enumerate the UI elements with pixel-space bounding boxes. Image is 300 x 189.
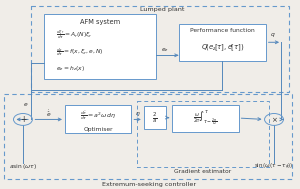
- Text: $e_z$: $e_z$: [160, 46, 169, 54]
- Text: $\sin\left(\omega\left(\tau-\tau_\phi\right)\right)$: $\sin\left(\omega\left(\tau-\tau_\phi\ri…: [254, 162, 294, 172]
- Bar: [144, 106, 166, 129]
- Text: $Q\!\left(e_z\!\left[\tau\right],e\!\left[\tau\right]\right)$: $Q\!\left(e_z\!\left[\tau\right],e\!\lef…: [200, 43, 244, 53]
- Text: AFM system: AFM system: [80, 19, 120, 25]
- Text: $\frac{d\hat{e}}{d\tau} = a^2\omega d\eta$: $\frac{d\hat{e}}{d\tau} = a^2\omega d\et…: [80, 110, 116, 122]
- Bar: [178, 24, 266, 61]
- Text: $\times$: $\times$: [271, 115, 278, 124]
- Bar: [137, 101, 269, 167]
- Text: Optimiser: Optimiser: [83, 126, 113, 132]
- Text: $\frac{\omega}{2\pi}\!\int_{\tau-\frac{2\pi}{\omega}}^{\tau}$: $\frac{\omega}{2\pi}\!\int_{\tau-\frac{2…: [193, 109, 218, 127]
- Bar: [65, 105, 131, 133]
- Text: $a\sin\left(\omega\tau\right)$: $a\sin\left(\omega\tau\right)$: [9, 162, 37, 171]
- Bar: [31, 6, 290, 91]
- Text: $e$: $e$: [22, 101, 28, 108]
- Text: $\dot{\hat{e}}$: $\dot{\hat{e}}$: [46, 109, 51, 119]
- Text: $q$: $q$: [270, 31, 276, 39]
- Text: Performance function: Performance function: [190, 28, 254, 33]
- Text: $e_z = h_z\left(x\right)$: $e_z = h_z\left(x\right)$: [56, 64, 85, 73]
- Text: Lumped plant: Lumped plant: [140, 7, 184, 12]
- Text: $\frac{2}{a}$: $\frac{2}{a}$: [152, 110, 158, 125]
- Text: +: +: [20, 115, 26, 124]
- Bar: [4, 94, 292, 179]
- Bar: [44, 14, 157, 79]
- Text: $\eta$: $\eta$: [135, 110, 140, 118]
- Text: $\frac{d\xi_r}{d\tau} = A_r\left(N\right)\xi_r$: $\frac{d\xi_r}{d\tau} = A_r\left(N\right…: [56, 29, 93, 41]
- Text: Extremum-seeking controller: Extremum-seeking controller: [102, 182, 196, 187]
- Text: $\frac{dx}{d\tau} = f\left(x,\xi_r,e,N\right)$: $\frac{dx}{d\tau} = f\left(x,\xi_r,e,N\r…: [56, 46, 104, 57]
- Text: Gradient estimator: Gradient estimator: [174, 169, 232, 174]
- Bar: [172, 105, 238, 132]
